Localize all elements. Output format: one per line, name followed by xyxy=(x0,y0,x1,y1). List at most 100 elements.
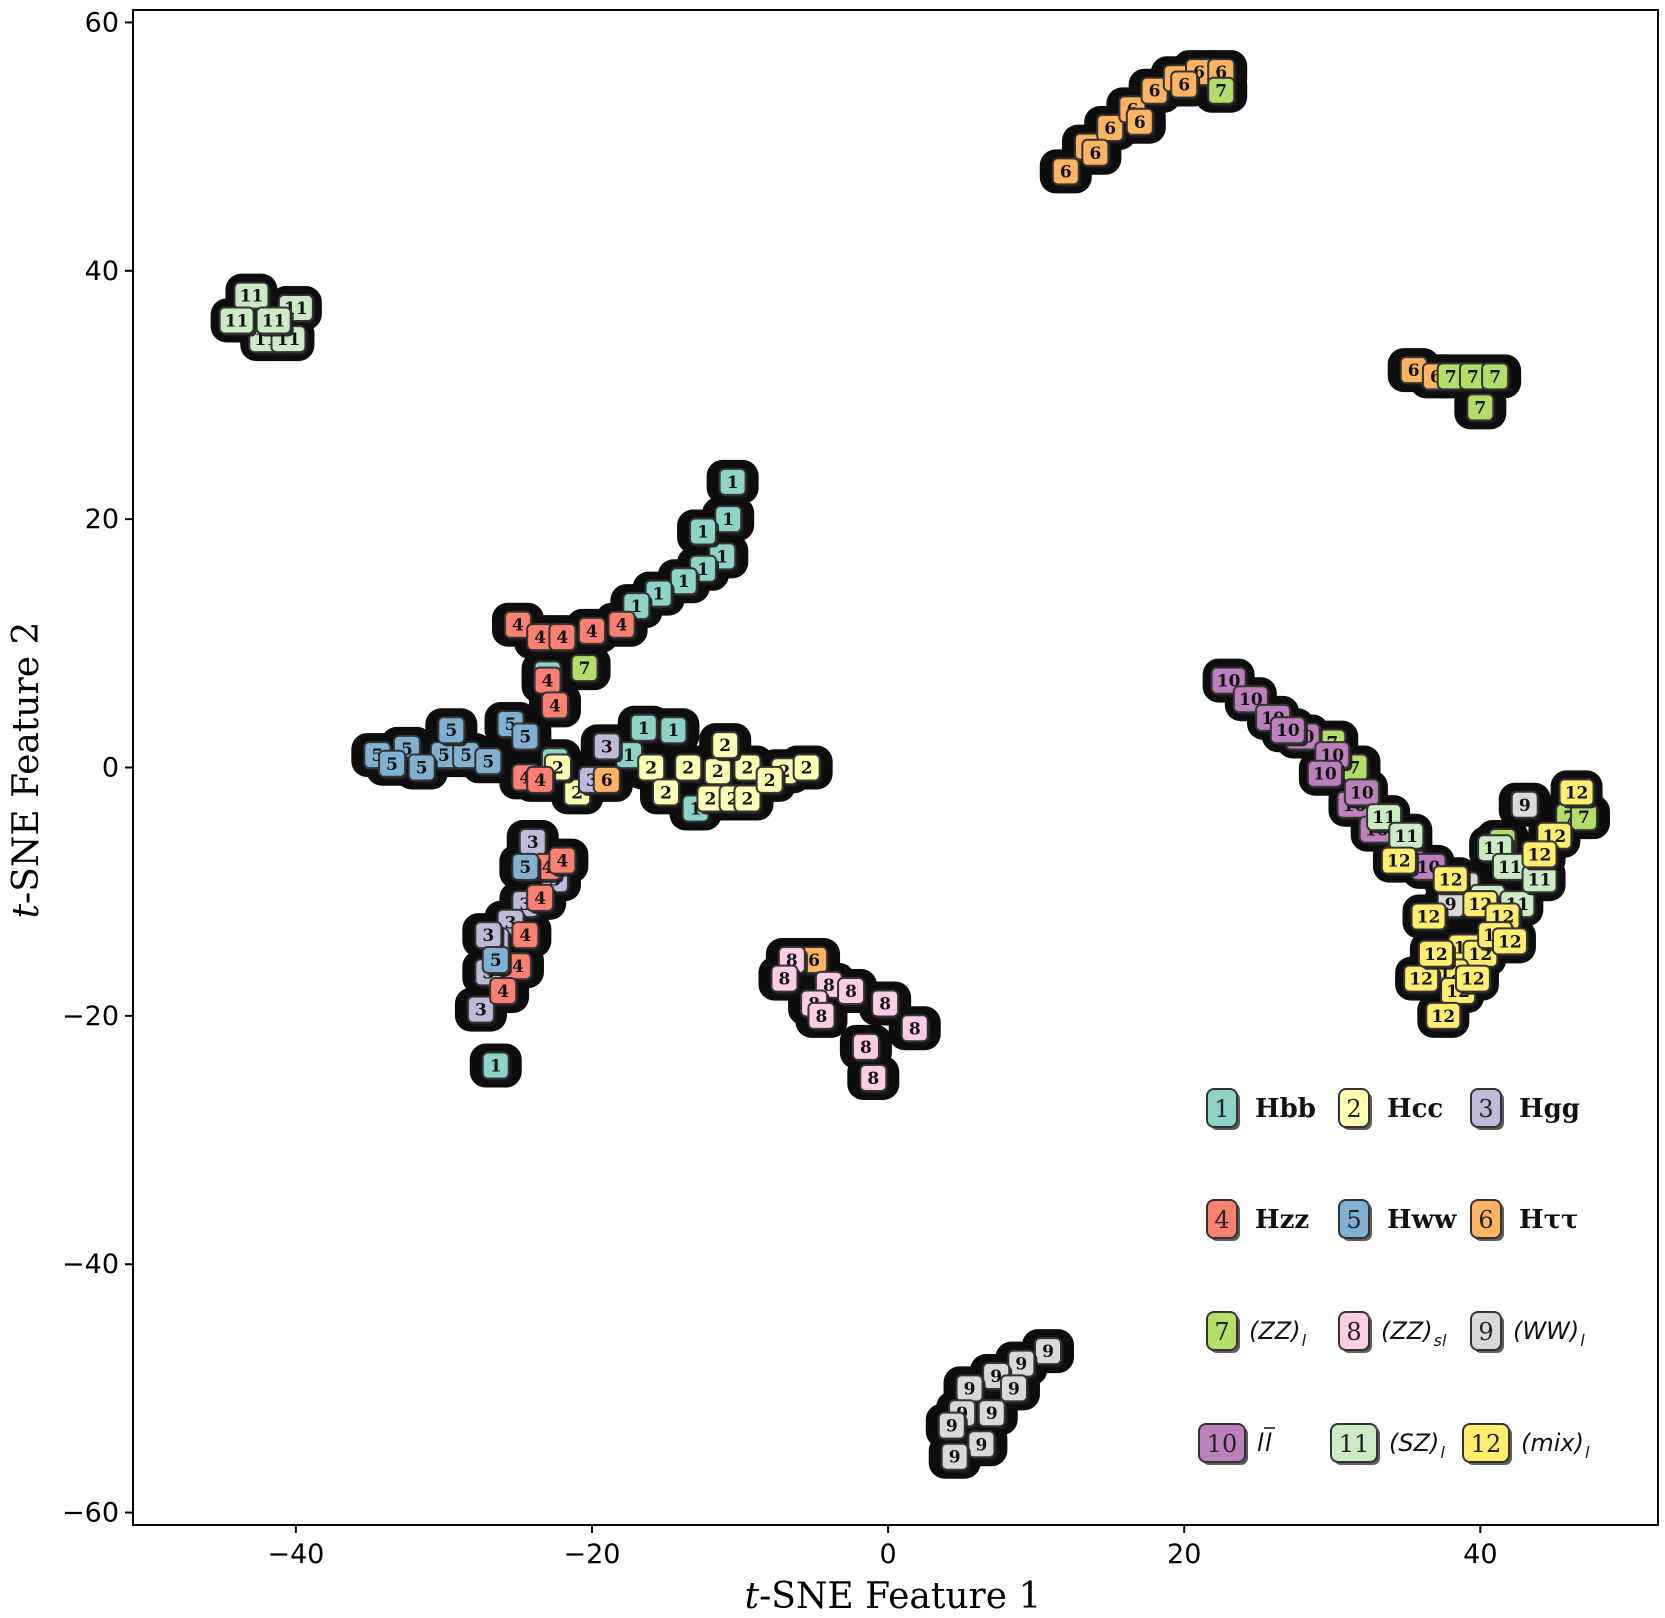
svg-text:8: 8 xyxy=(879,994,891,1014)
svg-text:9: 9 xyxy=(1042,1342,1054,1362)
x-axis-label: t-SNE Feature 1 xyxy=(745,1576,1042,1617)
data-point: 5 xyxy=(474,747,505,778)
svg-text:12: 12 xyxy=(1409,970,1433,990)
legend-swatch xyxy=(1206,1088,1238,1128)
data-point: 2 xyxy=(637,753,668,784)
data-point: 12 xyxy=(1380,846,1419,877)
data-point: 4 xyxy=(489,977,520,1008)
svg-text:2: 2 xyxy=(552,759,564,779)
svg-text:3: 3 xyxy=(505,914,517,934)
legend-swatch xyxy=(1338,1311,1370,1351)
svg-text:5: 5 xyxy=(445,721,457,741)
svg-text:1: 1 xyxy=(490,1057,502,1077)
svg-text:6: 6 xyxy=(1215,63,1227,83)
svg-text:1: 1 xyxy=(630,597,642,617)
data-point: 5 xyxy=(481,945,512,976)
svg-text:2: 2 xyxy=(727,790,739,810)
svg-text:2: 2 xyxy=(660,783,672,803)
data-point: 12 xyxy=(1403,964,1442,995)
legend-swatch xyxy=(1206,1311,1238,1351)
svg-text:4: 4 xyxy=(534,771,546,791)
svg-text:4: 4 xyxy=(542,672,554,692)
data-point: 8 xyxy=(859,1063,890,1094)
data-point: 7 xyxy=(570,654,601,685)
legend-swatch xyxy=(1206,1199,1238,1239)
x-axis-label-rest: -SNE Feature 1 xyxy=(759,1576,1041,1617)
y-axis-label: t-SNE Feature 2 xyxy=(6,622,47,919)
svg-text:4: 4 xyxy=(512,616,524,636)
svg-text:9: 9 xyxy=(986,1404,998,1424)
data-point: 4 xyxy=(607,610,638,641)
data-point: 5 xyxy=(407,753,438,784)
data-point: 6 xyxy=(1125,107,1156,138)
svg-text:8: 8 xyxy=(909,1019,921,1039)
svg-text:4: 4 xyxy=(556,628,568,648)
data-point: 4 xyxy=(577,616,608,647)
data-point: 3 xyxy=(592,732,623,763)
svg-text:9: 9 xyxy=(1445,895,1457,915)
scatter-points: 1111111111111112222222222222233333333334… xyxy=(210,50,1610,1479)
data-point: 8 xyxy=(770,964,801,995)
svg-text:5: 5 xyxy=(505,715,517,735)
svg-text:1: 1 xyxy=(690,799,702,819)
legend-swatch xyxy=(1470,1199,1502,1239)
svg-text:7: 7 xyxy=(579,659,591,679)
svg-text:11: 11 xyxy=(1394,827,1418,847)
data-point: 2 xyxy=(733,784,764,815)
svg-text:3: 3 xyxy=(586,771,598,791)
data-point: 5 xyxy=(511,722,542,753)
svg-text:11: 11 xyxy=(225,311,249,331)
svg-text:6: 6 xyxy=(1089,144,1101,164)
data-point: 8 xyxy=(851,1032,882,1063)
legend-label: Hττ xyxy=(1519,1205,1579,1235)
data-point: 1 xyxy=(659,716,690,747)
data-point: 2 xyxy=(711,731,742,762)
y-axis-label-italic: t xyxy=(6,903,47,918)
data-point: 1 xyxy=(629,713,660,744)
svg-text:6: 6 xyxy=(808,951,820,971)
data-point: 1 xyxy=(689,517,720,548)
data-point: 1 xyxy=(714,505,745,536)
x-tick-label: 0 xyxy=(880,1539,897,1570)
svg-text:1: 1 xyxy=(638,719,650,739)
data-point: 3 xyxy=(474,921,505,952)
legend-entry: 3 Hgg xyxy=(1470,1088,1580,1130)
legend-label: Hgg xyxy=(1519,1094,1580,1124)
legend-label: (ZZ) xyxy=(1381,1317,1433,1345)
data-point: 9 xyxy=(977,1399,1008,1430)
svg-text:7: 7 xyxy=(1578,808,1590,828)
svg-text:4: 4 xyxy=(512,957,524,977)
y-tick-label: −40 xyxy=(62,1249,119,1280)
legend-swatch-number: 4 xyxy=(1214,1206,1229,1234)
svg-text:4: 4 xyxy=(534,628,546,648)
data-point: 12 xyxy=(1425,1001,1464,1032)
data-point: 9 xyxy=(955,1374,986,1405)
svg-text:9: 9 xyxy=(1008,1379,1020,1399)
data-point: 6 xyxy=(592,765,623,796)
svg-text:1: 1 xyxy=(697,560,709,580)
svg-text:1: 1 xyxy=(667,721,679,741)
svg-text:9: 9 xyxy=(975,1435,987,1455)
data-point: 9 xyxy=(937,1411,968,1442)
legend-swatch-number: 10 xyxy=(1207,1430,1238,1458)
svg-text:5: 5 xyxy=(401,740,413,760)
svg-text:2: 2 xyxy=(571,783,583,803)
svg-text:7: 7 xyxy=(1474,398,1486,418)
svg-text:12: 12 xyxy=(1528,845,1552,865)
svg-text:8: 8 xyxy=(816,1007,828,1027)
svg-text:9: 9 xyxy=(990,1367,1002,1387)
legend-entry: 4 Hzz xyxy=(1206,1199,1309,1241)
data-point: 6 xyxy=(1081,138,1112,169)
svg-text:12: 12 xyxy=(1565,783,1589,803)
data-point: 12 xyxy=(1521,840,1560,871)
data-point: 10 xyxy=(1269,716,1308,747)
legend-label-subscript: l xyxy=(1585,1443,1590,1462)
data-point: 4 xyxy=(540,691,571,722)
data-point: 8 xyxy=(837,977,868,1008)
legend-label-subscript: l xyxy=(1580,1331,1585,1350)
svg-text:1: 1 xyxy=(727,473,739,493)
svg-text:5: 5 xyxy=(416,759,428,779)
data-point: 10 xyxy=(1306,759,1345,790)
svg-text:11: 11 xyxy=(1528,870,1552,890)
x-tick-label: −40 xyxy=(267,1539,324,1570)
